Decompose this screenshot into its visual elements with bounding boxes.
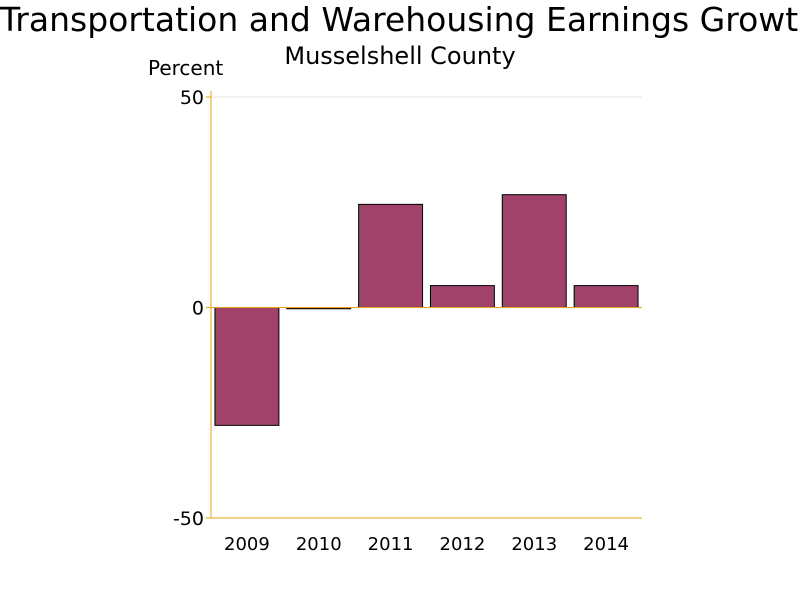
bar-2011 (358, 203, 424, 308)
bar-2009 (214, 307, 280, 426)
y-tick-label: 50 (180, 87, 204, 109)
x-tick-label: 2012 (440, 534, 486, 555)
y-tick-label: 0 (192, 298, 204, 320)
x-tick-label: 2011 (368, 534, 414, 555)
chart-subtitle: Musselshell County (284, 42, 516, 70)
y-tick-label: -50 (173, 508, 204, 530)
bar-2014 (573, 285, 639, 309)
x-tick-label: 2014 (583, 534, 629, 555)
bar-2012 (429, 285, 495, 309)
chart-title: Transportation and Warehousing Earnings … (0, 0, 800, 39)
x-tick-label: 2009 (224, 534, 270, 555)
x-tick-label: 2010 (296, 534, 342, 555)
y-axis-label: Percent (148, 56, 224, 80)
x-tick-label: 2013 (511, 534, 557, 555)
bar-2013 (501, 194, 567, 308)
